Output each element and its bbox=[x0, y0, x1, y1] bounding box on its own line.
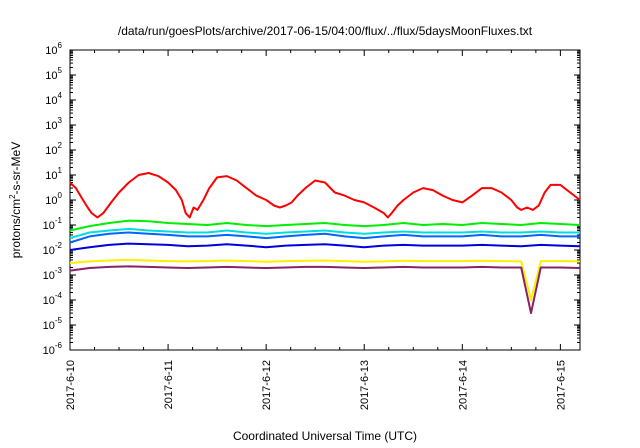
y-tick-base: 10 bbox=[45, 195, 57, 207]
y-tick-label: 10-6 bbox=[43, 341, 63, 357]
x-tick-label: 2017-6-15 bbox=[555, 360, 567, 410]
y-tick-base: 10 bbox=[43, 270, 55, 282]
x-tick-label: 2017-6-10 bbox=[65, 360, 77, 410]
y-tick-base: 10 bbox=[45, 95, 57, 107]
y-tick-label: 101 bbox=[45, 166, 62, 182]
y-axis-label-post: -s-sr-MeV bbox=[9, 142, 23, 195]
y-tick-exponent: -2 bbox=[55, 241, 63, 250]
series-line-1 bbox=[69, 172, 581, 219]
y-tick-base: 10 bbox=[43, 345, 55, 357]
y-axis-label-pre: protons/cm bbox=[9, 199, 23, 258]
y-tick-label: 106 bbox=[45, 41, 62, 57]
y-tick-base: 10 bbox=[45, 70, 57, 82]
y-tick-label: 10-4 bbox=[43, 291, 63, 307]
x-tick-label: 2017-6-13 bbox=[359, 360, 371, 410]
series-line-4 bbox=[69, 231, 580, 244]
y-tick-label: 103 bbox=[45, 116, 62, 132]
y-tick-label: 104 bbox=[45, 91, 62, 107]
y-tick-exponent: 3 bbox=[58, 116, 63, 125]
y-tick-exponent: 6 bbox=[58, 41, 63, 50]
y-tick-label: 10-2 bbox=[43, 241, 63, 257]
y-axis-label-sup: 2 bbox=[8, 194, 17, 199]
series-line-7 bbox=[69, 265, 581, 315]
y-tick-base: 10 bbox=[43, 245, 55, 257]
plot-frame bbox=[69, 49, 581, 351]
x-tick-label: 2017-6-11 bbox=[163, 360, 175, 409]
y-tick-base: 10 bbox=[45, 145, 57, 157]
series-line-5 bbox=[69, 242, 581, 251]
y-tick-exponent: -4 bbox=[55, 291, 63, 300]
y-tick-base: 10 bbox=[43, 220, 55, 232]
y-tick-exponent: -5 bbox=[55, 316, 63, 325]
plot-area bbox=[69, 172, 581, 315]
y-axis-ticks: 10-610-510-410-310-210-11001011021031041… bbox=[43, 41, 580, 357]
y-tick-exponent: 5 bbox=[58, 66, 63, 75]
y-tick-exponent: -6 bbox=[55, 341, 63, 350]
x-tick-label: 2017-6-12 bbox=[261, 360, 273, 410]
y-axis-label: protons/cm2-s-sr-MeV bbox=[8, 142, 23, 258]
x-axis-label: Coordinated Universal Time (UTC) bbox=[233, 429, 417, 443]
x-axis-ticks: 2017-6-10 2017-6-11 2017-6-12 2017-6-13 2017… bbox=[65, 50, 567, 410]
y-tick-label: 105 bbox=[45, 66, 62, 82]
y-tick-base: 10 bbox=[45, 45, 57, 57]
series-line-3 bbox=[69, 227, 580, 240]
series-line-2 bbox=[69, 219, 581, 232]
y-tick-label: 10-3 bbox=[43, 266, 63, 282]
y-tick-base: 10 bbox=[43, 320, 55, 332]
chart-title: /data/run/goesPlots/archive/2017-06-15/0… bbox=[118, 24, 533, 38]
y-tick-exponent: 2 bbox=[58, 141, 63, 150]
y-tick-exponent: 0 bbox=[58, 191, 63, 200]
y-tick-exponent: 4 bbox=[58, 91, 63, 100]
y-tick-exponent: -1 bbox=[55, 216, 63, 225]
y-tick-base: 10 bbox=[45, 120, 57, 132]
series-line-6 bbox=[69, 258, 581, 301]
y-tick-base: 10 bbox=[45, 170, 57, 182]
y-tick-exponent: -3 bbox=[55, 266, 63, 275]
y-tick-exponent: 1 bbox=[58, 166, 63, 175]
y-tick-label: 10-1 bbox=[43, 216, 63, 232]
y-tick-label: 10-5 bbox=[43, 316, 63, 332]
y-tick-label: 100 bbox=[45, 191, 62, 207]
y-tick-base: 10 bbox=[43, 295, 55, 307]
x-tick-label: 2017-6-14 bbox=[457, 360, 469, 410]
y-tick-label: 102 bbox=[45, 141, 62, 157]
